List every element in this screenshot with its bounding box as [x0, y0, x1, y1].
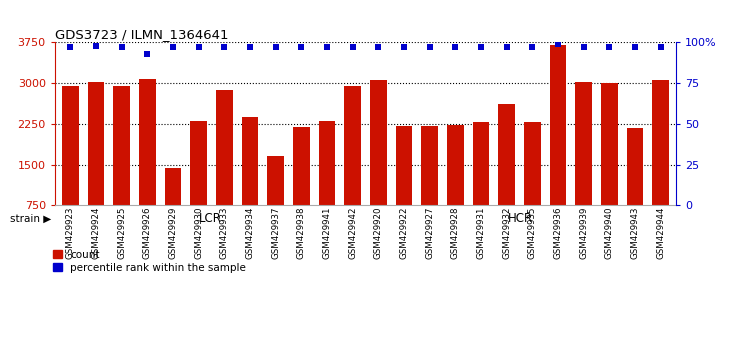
Bar: [242, 118, 258, 205]
Text: GDS3723 / ILMN_1364641: GDS3723 / ILMN_1364641: [55, 28, 228, 41]
Bar: [550, 45, 567, 205]
Bar: [113, 86, 130, 205]
Bar: [626, 128, 643, 205]
Point: [450, 45, 461, 50]
Point: [90, 43, 102, 48]
Point: [244, 45, 256, 50]
Bar: [139, 79, 156, 205]
Bar: [473, 122, 489, 205]
Point: [526, 45, 538, 50]
Text: HCR: HCR: [508, 212, 534, 225]
Point: [475, 45, 487, 50]
Point: [346, 45, 358, 50]
Point: [64, 45, 76, 50]
Point: [655, 45, 667, 50]
Point: [219, 45, 230, 50]
Bar: [344, 86, 361, 205]
Point: [141, 51, 153, 57]
Point: [167, 45, 179, 50]
Bar: [216, 90, 232, 205]
Point: [321, 45, 333, 50]
Point: [578, 45, 590, 50]
Point: [604, 45, 616, 50]
Bar: [293, 127, 310, 205]
Point: [398, 45, 410, 50]
Bar: [524, 122, 541, 205]
Text: LCR: LCR: [199, 212, 221, 225]
Bar: [370, 80, 387, 205]
Point: [115, 45, 127, 50]
Point: [424, 45, 436, 50]
Bar: [601, 83, 618, 205]
Bar: [62, 86, 78, 205]
Point: [501, 45, 512, 50]
Point: [373, 45, 385, 50]
Bar: [499, 104, 515, 205]
Bar: [421, 126, 438, 205]
Point: [270, 45, 281, 50]
Point: [552, 41, 564, 47]
Bar: [447, 125, 463, 205]
Bar: [395, 126, 412, 205]
Bar: [653, 80, 669, 205]
Bar: [575, 81, 592, 205]
Point: [193, 45, 205, 50]
Bar: [268, 156, 284, 205]
Bar: [164, 169, 181, 205]
Bar: [319, 121, 336, 205]
Point: [629, 45, 641, 50]
Bar: [190, 121, 207, 205]
Legend: count, percentile rank within the sample: count, percentile rank within the sample: [53, 250, 246, 273]
Bar: [88, 81, 105, 205]
Text: strain ▶: strain ▶: [10, 213, 51, 224]
Point: [295, 45, 307, 50]
